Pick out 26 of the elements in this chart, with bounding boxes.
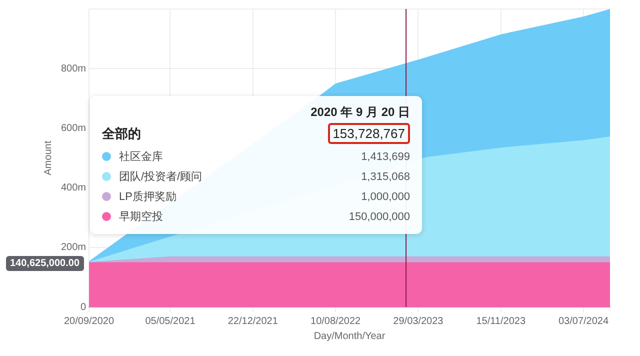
text: 140,625,000.00 [6,256,84,271]
annotation: 2020 年 9 月 20 日 [310,104,410,121]
y-tick-label: 200m [61,242,86,254]
annotation: 全部的 [102,124,141,142]
x-tick-label: 05/05/2021 [145,316,196,327]
legend-label: LP质押奖励 [119,190,176,204]
annotation: 150,000,000 [348,210,410,222]
legend-label: 社区金库 [119,150,163,164]
annotation: 1,315,068 [361,170,410,182]
x-tick-label: 10/08/2022 [310,316,362,327]
x-tick-label: 15/11/2023 [476,316,526,327]
legend-label: 团队/投资者/顾问 [119,170,202,184]
y-tick-label: 0 [80,302,86,313]
x-axis-title: Day/Month/Year [314,330,386,342]
x-tick-label: 29/03/2023 [393,316,444,327]
y-tick-label: 800m [61,63,86,74]
legend-label: 早期空投 [119,210,163,224]
annotation: 1,000,000 [361,190,410,202]
annotation: 1,413,699 [361,150,410,162]
x-tick-label: 20/09/2020 [64,316,114,327]
y-axis-title: Amount [42,140,54,176]
annotation: 153,728,767 [332,126,405,141]
y-tick-label: 600m [61,122,86,134]
x-tick-label: 22/12/2021 [228,316,278,327]
y-tick-label: 400m [61,182,86,194]
x-tick-label: 03/07/2024 [558,316,609,327]
